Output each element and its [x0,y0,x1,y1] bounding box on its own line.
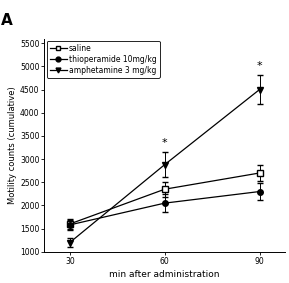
X-axis label: min after administration: min after administration [110,270,220,279]
Text: *: * [257,61,262,71]
Y-axis label: Motility counts (cumulative): Motility counts (cumulative) [8,86,17,204]
Text: A: A [1,13,13,28]
Legend: saline, thioperamide 10mg/kg, amphetamine 3 mg/kg: saline, thioperamide 10mg/kg, amphetamin… [47,41,160,78]
Text: *: * [162,138,167,148]
